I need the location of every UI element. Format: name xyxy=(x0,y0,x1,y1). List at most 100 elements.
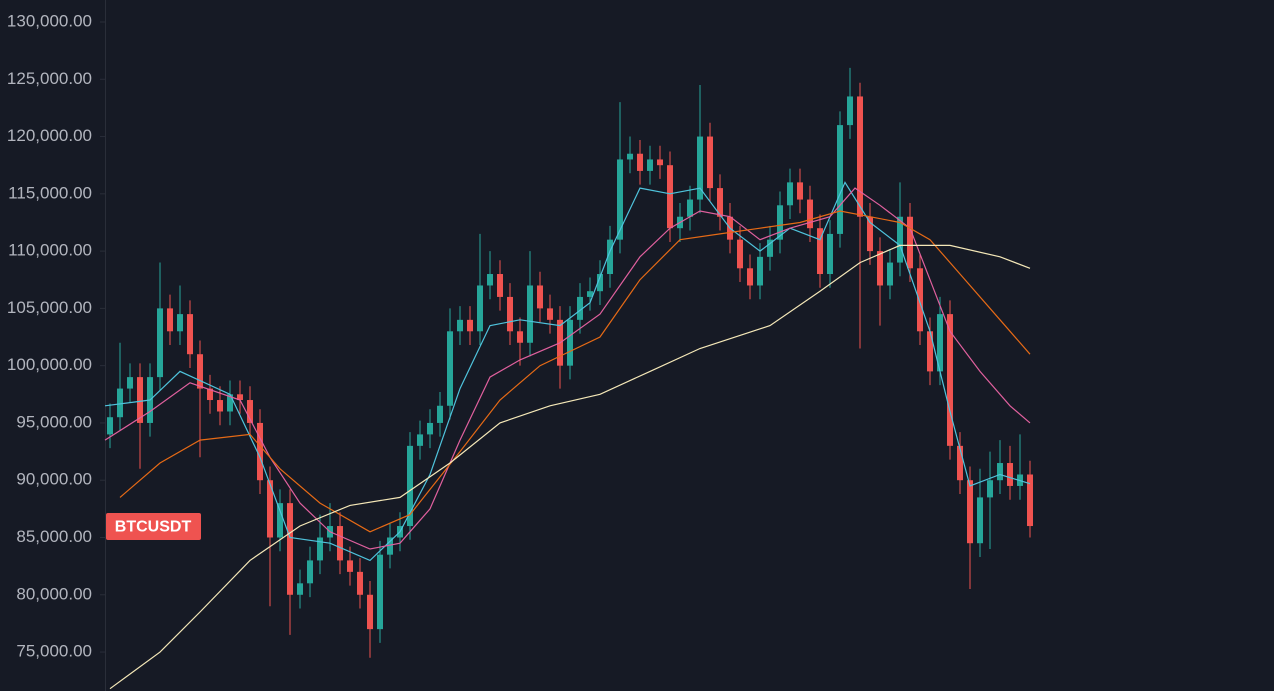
candle-body xyxy=(177,314,183,332)
y-tick-label: 120,000.00 xyxy=(7,126,92,145)
y-tick-label: 125,000.00 xyxy=(7,69,92,88)
candle-body xyxy=(107,417,113,435)
candle-body xyxy=(997,463,1003,481)
candle-body xyxy=(947,314,953,446)
candle-body xyxy=(897,216,903,263)
y-tick-label: 75,000.00 xyxy=(16,642,92,661)
candle-body xyxy=(927,331,933,372)
candle-body xyxy=(227,394,233,412)
candle-body xyxy=(307,560,313,584)
candle-body xyxy=(627,153,633,160)
candle-body xyxy=(687,199,693,217)
candle-body xyxy=(857,96,863,217)
candle-body xyxy=(247,400,253,423)
candle-body xyxy=(547,308,553,320)
candle-body xyxy=(237,394,243,401)
candle-body xyxy=(747,268,753,286)
y-tick-label: 110,000.00 xyxy=(8,241,92,260)
candle-body xyxy=(767,239,773,257)
candle-body xyxy=(987,480,993,498)
candle-body xyxy=(697,136,703,200)
candle-body xyxy=(917,268,923,332)
candle-body xyxy=(567,319,573,366)
candle-body xyxy=(907,216,913,269)
candle-body xyxy=(837,125,843,234)
candle-body xyxy=(487,274,493,286)
candle-body xyxy=(967,480,973,544)
candle-body xyxy=(847,96,853,126)
candle-body xyxy=(157,308,163,378)
y-tick-label: 95,000.00 xyxy=(16,412,92,431)
candle-body xyxy=(517,331,523,343)
candle-body xyxy=(437,405,443,423)
candle-body xyxy=(197,354,203,389)
moving-average-line xyxy=(109,244,1031,690)
candle-body xyxy=(187,314,193,355)
candle-body xyxy=(377,554,383,630)
candle-body xyxy=(387,537,393,555)
candle-body xyxy=(357,571,363,595)
candle-body xyxy=(407,445,413,527)
candle-body xyxy=(577,296,583,320)
candle-body xyxy=(477,285,483,332)
candle-body xyxy=(267,480,273,538)
candle-body xyxy=(607,239,613,275)
candle-body xyxy=(757,256,763,286)
candle-body xyxy=(317,537,323,561)
candle-body xyxy=(447,331,453,406)
candle-body xyxy=(337,526,343,561)
candle-body xyxy=(977,497,983,544)
candle-body xyxy=(657,159,663,166)
candle-body xyxy=(527,285,533,343)
candle-body xyxy=(497,274,503,297)
candle-body xyxy=(297,583,303,595)
candle-body xyxy=(137,377,143,423)
candle-body xyxy=(877,251,883,286)
y-tick-label: 105,000.00 xyxy=(7,298,92,317)
candle-body xyxy=(427,422,433,435)
candle-body xyxy=(537,285,543,309)
y-tick-label: 80,000.00 xyxy=(16,584,92,603)
candle-body xyxy=(867,216,873,252)
candle-body xyxy=(277,503,283,538)
candle-body xyxy=(617,159,623,240)
candle-body xyxy=(717,188,723,217)
candle-body xyxy=(207,388,213,401)
symbol-tag xyxy=(106,513,201,541)
candle-body xyxy=(167,308,173,332)
candle-body xyxy=(347,560,353,572)
candle-body xyxy=(597,274,603,292)
y-tick-label: 100,000.00 xyxy=(7,355,92,374)
candle-body xyxy=(1027,474,1033,527)
candle-body xyxy=(667,165,673,229)
candle-body xyxy=(787,182,793,206)
candle-body xyxy=(1007,463,1013,486)
y-tick-label: 85,000.00 xyxy=(16,527,92,546)
moving-average-line xyxy=(104,187,1031,550)
candle-body xyxy=(417,434,423,446)
candle-body xyxy=(287,503,293,595)
candle-body xyxy=(737,239,743,269)
candle-body xyxy=(367,594,373,630)
candle-body xyxy=(647,159,653,171)
y-tick-label: 115,000.00 xyxy=(8,183,92,202)
candle-body xyxy=(507,296,513,332)
candle-body xyxy=(217,400,223,412)
candle-body xyxy=(887,262,893,286)
candle-body xyxy=(937,314,943,372)
candle-body xyxy=(117,388,123,418)
y-tick-label: 130,000.00 xyxy=(7,11,92,30)
moving-average-line xyxy=(119,210,1031,533)
candle-body xyxy=(637,153,643,171)
candle-body xyxy=(257,422,263,481)
candle-body xyxy=(457,319,463,332)
symbol-tag-label: BTCUSDT xyxy=(115,518,192,535)
candle-body xyxy=(707,136,713,189)
candle-body xyxy=(467,319,473,332)
candle-body xyxy=(827,233,833,275)
candle-body xyxy=(957,445,963,481)
candle-body xyxy=(807,199,813,229)
